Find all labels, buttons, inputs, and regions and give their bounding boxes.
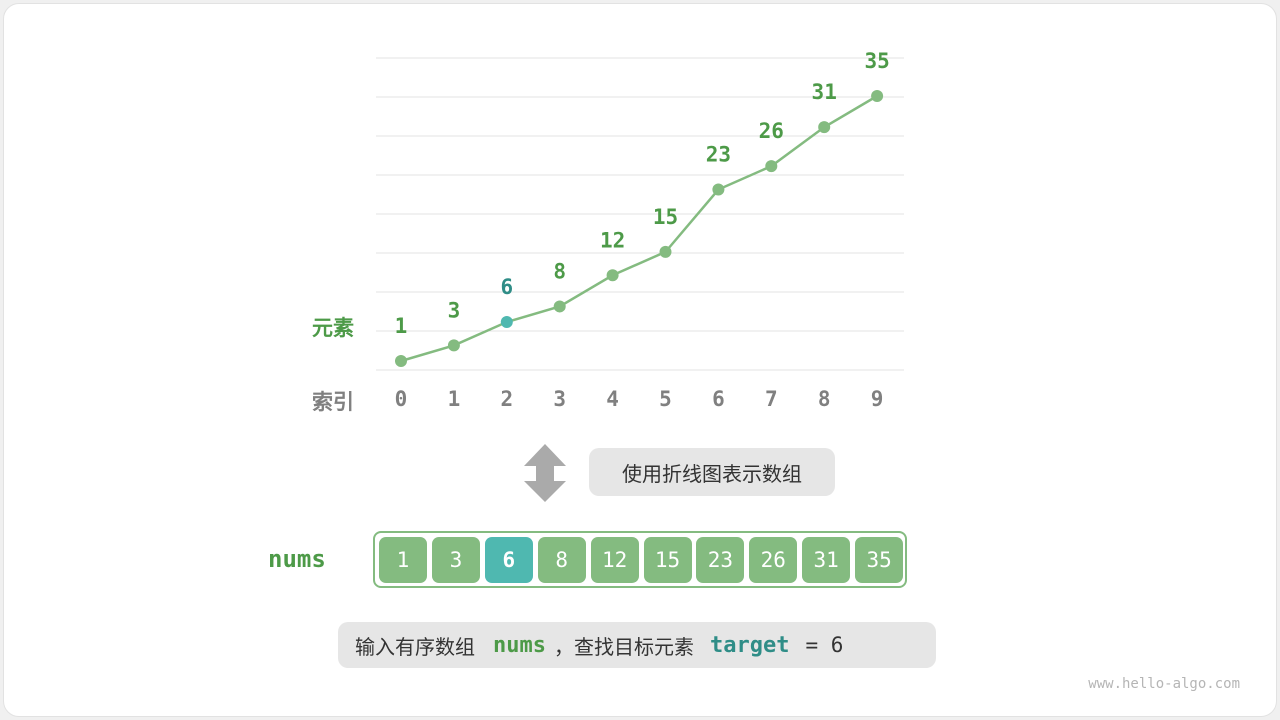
array-cell: 26 [749, 537, 798, 583]
caption-middle: ，查找目标元素 [553, 634, 694, 659]
array-cell: 35 [855, 537, 904, 583]
data-label: 6 [500, 275, 513, 299]
x-tick-label: 1 [448, 387, 461, 411]
arrow-caption-text: 使用折线图表示数组 [622, 461, 802, 486]
array-name: nums [268, 545, 326, 573]
y-axis-label: 元素 [312, 316, 354, 340]
data-label: 12 [600, 228, 625, 252]
x-tick-label: 3 [553, 387, 566, 411]
data-label: 8 [553, 259, 566, 283]
diagram-frame [3, 3, 1277, 717]
x-tick-label: 5 [659, 387, 672, 411]
array-cell: 12 [590, 537, 639, 583]
data-point [712, 183, 725, 196]
series-line [400, 94, 878, 363]
caption: 输入有序数组 nums ，查找目标元素 target = 6 [338, 622, 936, 668]
data-point [606, 269, 619, 282]
array-cell: 23 [696, 537, 745, 583]
array-cell: 31 [802, 537, 851, 583]
arrow-caption: 使用折线图表示数组 [589, 448, 835, 496]
data-label: 1 [395, 314, 408, 338]
data-point [659, 245, 672, 258]
caption-eq: = 6 [805, 633, 844, 657]
x-tick-label: 6 [712, 387, 725, 411]
array-cell: 3 [431, 537, 480, 583]
data-label: 15 [653, 205, 678, 229]
array-cell: 1 [379, 537, 427, 583]
data-label: 31 [812, 80, 837, 104]
watermark: www.hello-algo.com [1088, 676, 1240, 692]
x-tick-label: 7 [765, 387, 778, 411]
x-tick-label: 8 [818, 387, 831, 411]
caption-target: target [709, 632, 790, 658]
data-point [553, 300, 566, 313]
x-axis-label: 索引 [312, 390, 354, 414]
array-cell: 15 [643, 537, 692, 583]
data-point [447, 339, 460, 352]
data-point [395, 355, 407, 367]
caption-nums: nums [493, 632, 546, 658]
array-cell: 6 [484, 537, 533, 583]
data-label: 26 [759, 119, 784, 143]
x-tick-label: 0 [395, 387, 408, 411]
caption-prefix: 输入有序数组 [355, 634, 475, 659]
data-label: 23 [706, 143, 731, 167]
data-label: 35 [864, 49, 889, 73]
data-label: 3 [448, 298, 461, 322]
x-tick-label: 2 [500, 387, 513, 411]
x-tick-label: 9 [871, 387, 884, 411]
data-point [871, 90, 884, 103]
data-point [500, 316, 513, 329]
data-point [818, 121, 831, 134]
array-cell: 8 [537, 537, 586, 583]
data-point [765, 160, 778, 173]
array-container: 1 3 6 8 12 15 23 26 31 35 [373, 531, 907, 588]
x-tick-label: 4 [606, 387, 619, 411]
